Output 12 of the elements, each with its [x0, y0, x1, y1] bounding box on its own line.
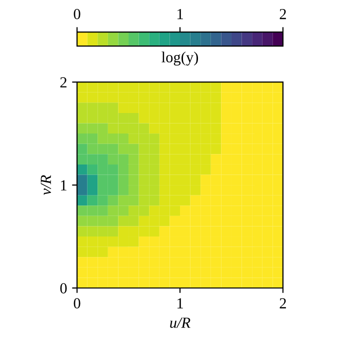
x-tick-label: 1	[178, 298, 183, 308]
x-axis-title: u/R	[170, 318, 190, 328]
y-axis-title: v/R	[40, 175, 52, 196]
y-tick-label: 0	[60, 283, 67, 294]
y-tick-label: 2	[60, 77, 66, 88]
y-tick-label: 1	[61, 180, 66, 190]
color-bar-title: log(y)	[162, 52, 198, 66]
color-bar-label: 2	[280, 8, 286, 20]
x-tick-label: 2	[280, 298, 286, 308]
x-tick-label: 0	[74, 298, 80, 308]
color-bar-label: 0	[74, 8, 80, 20]
color-bar-label: 1	[178, 8, 183, 20]
